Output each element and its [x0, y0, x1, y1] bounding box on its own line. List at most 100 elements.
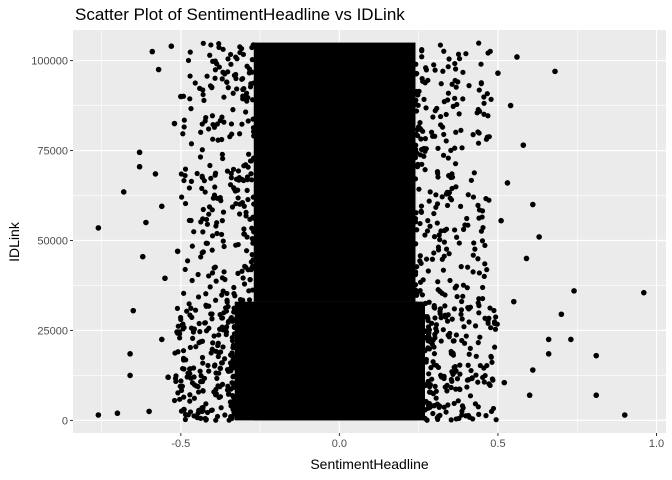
- data-point: [187, 344, 193, 351]
- data-point: [432, 331, 438, 337]
- data-point: [460, 96, 466, 102]
- data-point: [182, 172, 188, 179]
- data-point: [476, 87, 482, 93]
- data-point: [448, 376, 454, 383]
- data-point: [199, 354, 206, 361]
- data-point: [218, 349, 224, 355]
- data-point: [412, 176, 419, 182]
- data-point: [426, 389, 433, 395]
- data-point: [187, 398, 193, 404]
- data-point: [442, 303, 448, 309]
- data-point: [466, 83, 472, 89]
- data-point: [188, 141, 195, 147]
- data-point: [545, 351, 552, 357]
- data-point: [430, 410, 436, 417]
- data-point: [220, 69, 226, 75]
- data-point: [179, 383, 185, 389]
- data-point: [476, 411, 482, 417]
- data-point: [224, 299, 230, 305]
- data-point: [413, 88, 420, 95]
- data-point: [453, 84, 459, 90]
- data-point: [418, 203, 425, 209]
- data-point: [422, 136, 428, 142]
- data-point: [420, 128, 426, 134]
- data-point: [470, 269, 476, 275]
- data-point: [475, 379, 481, 385]
- data-point: [568, 336, 574, 343]
- data-point: [219, 114, 225, 120]
- data-point: [412, 216, 419, 222]
- data-point: [182, 266, 188, 273]
- data-point: [216, 44, 222, 50]
- data-point: [174, 305, 181, 311]
- data-point: [243, 90, 250, 96]
- data-point: [456, 415, 462, 421]
- data-point: [428, 338, 434, 344]
- data-point: [476, 303, 482, 309]
- data-point: [207, 162, 213, 169]
- data-point: [203, 216, 210, 223]
- data-point: [437, 237, 443, 243]
- data-point: [480, 284, 486, 291]
- data-point: [414, 227, 420, 233]
- data-point: [191, 229, 197, 235]
- data-point: [221, 94, 227, 100]
- data-point: [424, 417, 430, 423]
- data-point: [143, 219, 149, 226]
- data-point: [437, 42, 444, 48]
- data-point: [448, 147, 454, 154]
- data-point: [536, 234, 542, 240]
- data-point: [224, 387, 231, 393]
- data-point: [127, 372, 133, 379]
- data-point: [233, 201, 239, 207]
- data-point: [431, 62, 437, 68]
- data-point: [425, 332, 432, 338]
- data-point: [449, 316, 455, 322]
- data-point: [200, 216, 206, 222]
- data-point: [413, 97, 419, 103]
- data-point: [228, 399, 234, 406]
- data-point: [467, 345, 473, 351]
- data-point: [203, 240, 209, 246]
- data-point: [413, 269, 419, 275]
- data-point: [425, 268, 431, 274]
- data-point: [436, 404, 442, 410]
- data-point: [457, 371, 463, 377]
- data-point: [209, 113, 216, 119]
- data-point: [432, 315, 438, 321]
- data-point: [212, 75, 218, 81]
- data-point: [200, 388, 206, 394]
- data-point: [483, 136, 490, 142]
- data-point: [482, 242, 488, 249]
- data-point: [414, 264, 420, 270]
- data-point: [220, 238, 226, 244]
- data-point: [427, 404, 433, 410]
- data-point: [483, 413, 489, 419]
- data-point: [475, 140, 482, 146]
- data-point: [446, 251, 452, 257]
- data-point: [458, 307, 465, 313]
- data-point: [480, 374, 486, 381]
- data-point: [177, 396, 183, 402]
- data-point: [416, 186, 422, 192]
- data-point: [120, 189, 127, 195]
- data-point: [217, 365, 223, 371]
- data-point: [221, 269, 227, 275]
- data-point: [239, 76, 245, 82]
- data-point: [438, 372, 444, 378]
- data-point: [463, 333, 469, 339]
- data-point: [422, 348, 428, 354]
- data-point: [235, 168, 242, 174]
- data-point: [440, 152, 447, 158]
- data-point: [198, 373, 204, 379]
- data-point: [250, 129, 257, 135]
- data-point: [178, 387, 185, 394]
- data-point: [481, 379, 487, 385]
- data-point: [188, 217, 194, 224]
- data-point: [460, 226, 467, 232]
- data-point: [233, 75, 239, 82]
- data-point: [434, 201, 441, 207]
- data-point: [202, 320, 208, 326]
- data-point: [139, 253, 146, 260]
- data-point: [245, 118, 251, 124]
